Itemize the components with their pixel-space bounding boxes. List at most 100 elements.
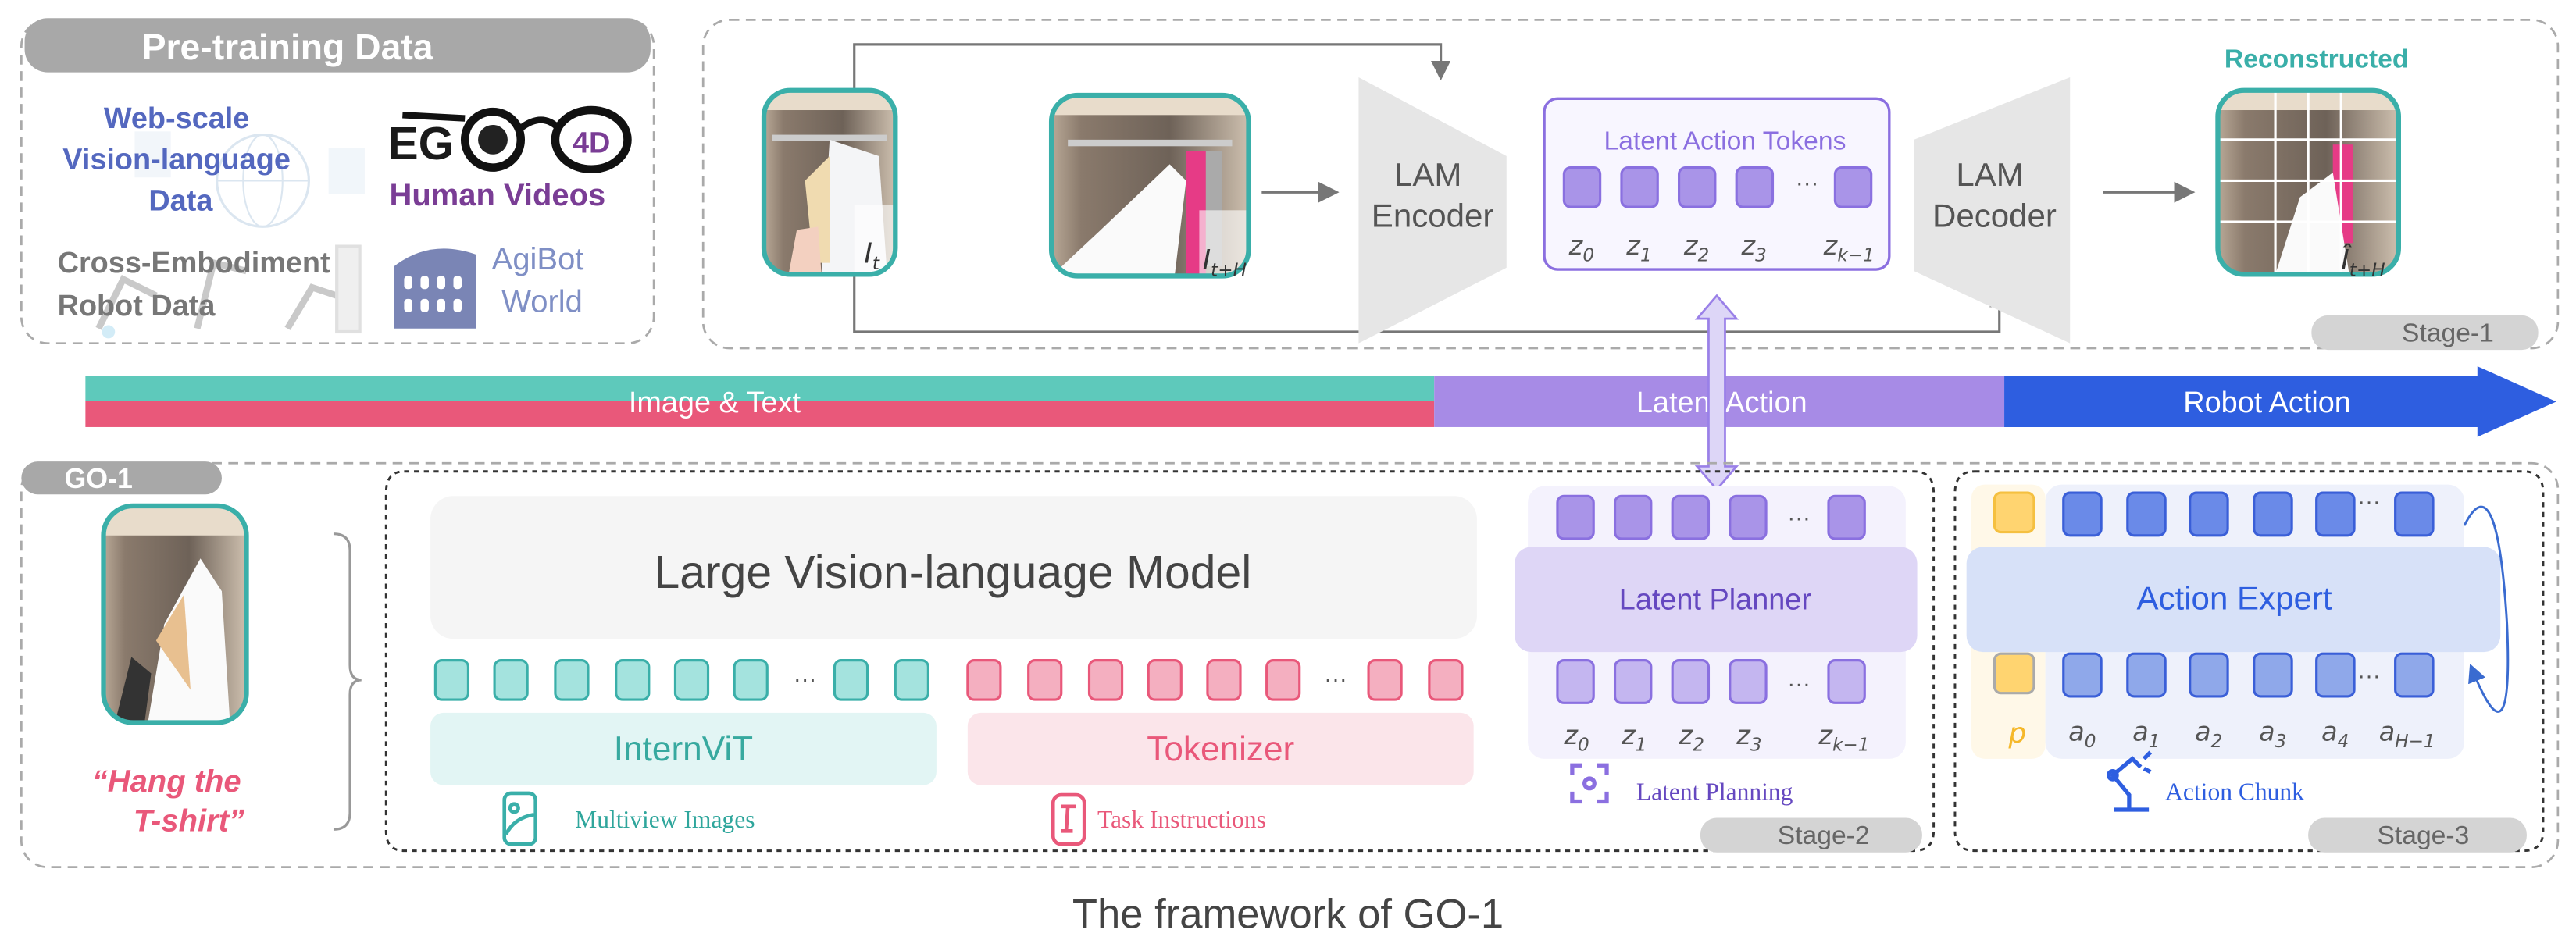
token: [1620, 166, 1659, 208]
lam-decoder: [1914, 77, 2071, 344]
token: [2315, 652, 2356, 698]
latent-planner-token-labels: z0 z1 z2 z3 zk−1: [1563, 720, 1869, 755]
token: [1027, 659, 1063, 701]
internvit-label: InternViT: [614, 730, 753, 768]
pretraining-header-pill: [24, 18, 651, 73]
stage1-pill: [2311, 315, 2539, 351]
action-expert-input-tokens: [2062, 652, 2435, 698]
token: [1206, 659, 1242, 701]
latent-planner-input-tokens: [1556, 494, 1866, 540]
token: [1827, 494, 1866, 540]
ellipsis: ···: [794, 666, 816, 692]
web-data-globe-icon: [134, 131, 365, 228]
svg-text:4D: 4D: [573, 127, 610, 160]
token: [1556, 659, 1595, 704]
action-token-labels: a0 a1 a2 a3 a4 aH−1: [2068, 717, 2435, 752]
stage3-label: Stage-3: [2377, 821, 2469, 850]
denoising-loop-arrow: [2463, 505, 2510, 713]
token: [2062, 652, 2103, 698]
token: [1729, 659, 1768, 704]
token: [2253, 491, 2293, 537]
token-label: z0: [1563, 720, 1589, 755]
image-to-encoder-arrow: [853, 43, 1451, 91]
image-text-segment-bottom: [85, 401, 1435, 427]
go1-panel: GO-1 “Hang the T-shirt” Large Vision-lan…: [20, 461, 2560, 869]
reconstructed-image-label: Ît+H: [2341, 244, 2385, 280]
proprio-token-top: [1993, 491, 2035, 534]
token: [1613, 659, 1653, 704]
stage2-border: [384, 470, 1936, 853]
latent-token-labels: z0 z1 z2 z3 zk−1: [1568, 230, 1875, 265]
token: [433, 659, 470, 701]
token-label: z2: [1679, 720, 1704, 755]
token-label: a4: [2321, 717, 2349, 752]
token-label: z1: [1625, 230, 1651, 265]
token: [615, 659, 651, 701]
token-label: a0: [2068, 717, 2096, 752]
token-label: a2: [2195, 717, 2222, 752]
latent-planner-output-tokens: [1556, 659, 1866, 704]
text-cursor-icon: [1051, 792, 1086, 846]
vision-token-row: [433, 659, 929, 701]
reconstructed-image: [2215, 87, 2401, 277]
frame-image-t-plus-h: [1048, 92, 1251, 279]
stage1-label: Stage-1: [2402, 319, 2494, 348]
stage3-pill: [2308, 817, 2527, 853]
task-instruction-text: “Hang the T-shirt”: [92, 764, 250, 838]
task-instructions-label: Task Instructions: [1097, 806, 1266, 833]
token: [2253, 652, 2293, 698]
human-videos-label: Human Videos: [389, 178, 605, 212]
robot-arms-icon: [95, 244, 362, 339]
latent-planner-box: [1515, 547, 1918, 653]
latent-action-tokens-title: Latent Action Tokens: [1604, 126, 1846, 155]
token: [1729, 494, 1768, 540]
multiview-images-label: Multiview Images: [575, 806, 755, 833]
token: [493, 659, 529, 701]
token-label: aH−1: [2379, 717, 2435, 752]
stage2-label: Stage-2: [1778, 821, 1870, 850]
cross-embodiment-label: Cross-Embodiment Robot Data: [58, 247, 339, 322]
token: [554, 659, 590, 701]
token: [2189, 652, 2229, 698]
token: [1833, 166, 1873, 208]
token: [2126, 491, 2167, 537]
pretraining-border: [20, 18, 655, 345]
ego4d-logo: EG 4D: [387, 105, 632, 173]
token-label: z0: [1568, 230, 1594, 265]
lam-decoder-label: LAM Decoder: [1932, 156, 2057, 234]
token-label: zk−1: [1823, 230, 1875, 265]
token-label: a3: [2259, 717, 2286, 752]
action-expert-box: [1966, 547, 2501, 653]
token: [1556, 494, 1595, 540]
web-scale-data-label: Web-scale Vision-language Data: [62, 102, 298, 217]
token-label: a1: [2132, 717, 2160, 752]
image-icon: [502, 791, 537, 846]
token: [1147, 659, 1183, 701]
token-label: z1: [1621, 720, 1647, 755]
colosseum-icon: [394, 248, 476, 329]
go1-observation-image: [101, 503, 249, 725]
ellipsis: ···: [2357, 489, 2380, 515]
lam-encoder-label: LAM Encoder: [1372, 156, 1494, 234]
token-label: zk−1: [1818, 720, 1869, 755]
token: [2189, 491, 2229, 537]
image-t-label: It: [864, 238, 880, 274]
ellipsis: ···: [1787, 505, 1810, 531]
ego4d-logo-letters: EG: [387, 119, 454, 169]
ellipsis: ···: [1796, 170, 1818, 196]
reconstructed-label: Reconstructed: [2225, 45, 2409, 73]
pretraining-panel: Pre-training Data Web-scale Vision-langu…: [20, 18, 655, 345]
token: [1671, 659, 1711, 704]
lvlm-box: [430, 496, 1477, 639]
pretraining-title: Pre-training Data: [142, 27, 434, 67]
latent-planner-label: Latent Planner: [1619, 583, 1811, 616]
token: [2062, 491, 2103, 537]
lam-encoder: [1358, 77, 1507, 344]
text-token-row: [966, 659, 1464, 701]
internvit-box: [430, 712, 937, 785]
tokenizer-label: Tokenizer: [1147, 730, 1294, 768]
token-label: z2: [1683, 230, 1709, 265]
token: [1827, 659, 1866, 704]
modality-progress-bar: Image & Text Latent Action Robot Action: [85, 366, 2556, 437]
